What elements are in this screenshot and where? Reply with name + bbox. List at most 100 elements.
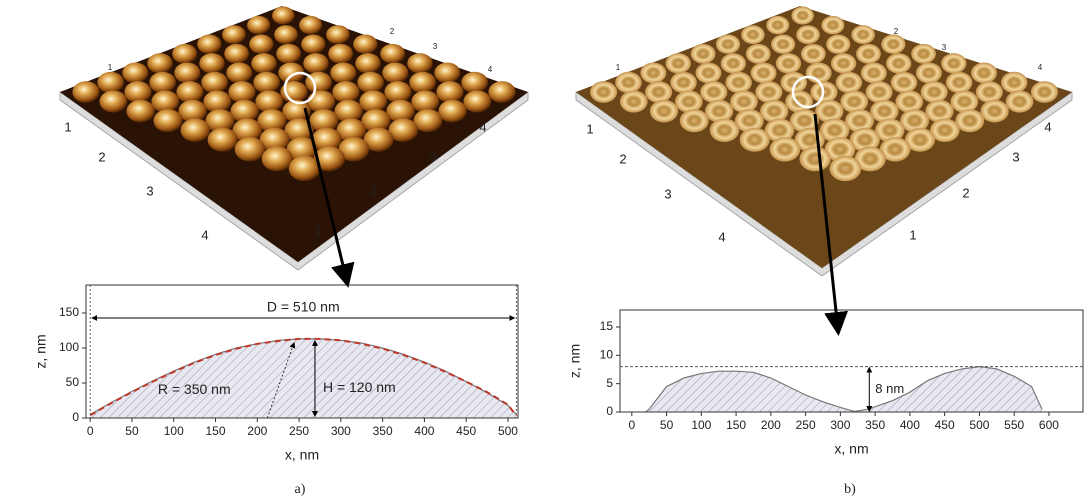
dome xyxy=(382,62,408,83)
dome xyxy=(332,81,359,103)
dome xyxy=(776,53,801,73)
x-tick-label: 200 xyxy=(247,424,267,438)
surface-axis-label: 3 xyxy=(146,183,153,198)
dome xyxy=(122,62,148,83)
dome xyxy=(981,100,1009,123)
x-tick-label: 300 xyxy=(830,418,850,432)
surface-axis-label: 1 xyxy=(909,227,916,242)
x-tick-label: 550 xyxy=(1004,418,1024,432)
dome xyxy=(409,72,436,93)
dome xyxy=(710,118,740,142)
surface-axis-label: 1 xyxy=(616,63,621,72)
annotation: D = 510 nm xyxy=(267,299,340,315)
y-axis-label: z, nm xyxy=(33,334,49,368)
dome xyxy=(755,81,782,103)
dome xyxy=(881,35,905,54)
dome xyxy=(249,35,273,54)
x-tick-label: 350 xyxy=(373,424,393,438)
dome xyxy=(224,44,249,64)
dome xyxy=(955,109,984,132)
dome xyxy=(149,72,176,93)
x-tick-label: 500 xyxy=(498,424,518,438)
x-tick-label: 450 xyxy=(456,424,476,438)
dome xyxy=(72,81,99,103)
dome xyxy=(801,44,826,64)
dome xyxy=(247,16,270,34)
surface-axis-label: 3 xyxy=(942,43,947,52)
dome xyxy=(916,62,942,83)
surface-axis-label: 4 xyxy=(479,119,486,134)
dome xyxy=(384,81,411,103)
surface-axis-label: 2 xyxy=(370,183,377,198)
dome xyxy=(380,44,405,64)
dome xyxy=(721,53,746,73)
dome xyxy=(124,81,151,103)
x-tick-label: 150 xyxy=(726,418,746,432)
x-tick-label: 50 xyxy=(660,418,674,432)
dome xyxy=(751,62,777,83)
dome xyxy=(921,81,948,103)
dome xyxy=(740,128,770,152)
y-tick-label: 10 xyxy=(600,348,614,362)
x-tick-label: 500 xyxy=(969,418,989,432)
dome xyxy=(976,81,1003,103)
y-tick-label: 0 xyxy=(72,410,79,424)
dome xyxy=(771,35,795,54)
dome xyxy=(971,62,997,83)
dome xyxy=(946,72,973,93)
dome xyxy=(695,62,721,83)
dome xyxy=(147,53,172,73)
surface-axis-label: 2 xyxy=(894,27,899,36)
surface-axis-label: 1 xyxy=(314,223,321,238)
dome xyxy=(650,100,678,123)
x-tick-label: 50 xyxy=(125,424,139,438)
dome xyxy=(640,62,666,83)
dome xyxy=(355,53,380,73)
dome xyxy=(675,90,703,112)
dome xyxy=(799,146,830,171)
dome xyxy=(680,109,709,132)
dome xyxy=(276,44,301,64)
panel-label: b) xyxy=(844,482,856,497)
y-tick-label: 50 xyxy=(66,375,80,389)
dome xyxy=(911,44,936,64)
dome xyxy=(791,7,814,25)
dome xyxy=(645,81,672,103)
dome xyxy=(463,90,491,112)
x-axis-label: x, nm xyxy=(834,441,868,457)
dome xyxy=(253,72,280,93)
dome xyxy=(856,44,881,64)
y-tick-label: 150 xyxy=(59,305,79,319)
dome xyxy=(353,35,377,54)
dome xyxy=(1001,72,1028,93)
dome xyxy=(670,72,697,93)
dome xyxy=(666,53,691,73)
x-tick-label: 350 xyxy=(865,418,885,432)
dome xyxy=(461,72,488,93)
dome xyxy=(301,35,325,54)
dome xyxy=(226,62,252,83)
dome xyxy=(821,16,844,34)
surface-axis-label: 4 xyxy=(488,65,493,74)
dome xyxy=(895,90,923,112)
dome xyxy=(434,62,460,83)
dome xyxy=(730,90,758,112)
profile-area xyxy=(90,339,516,418)
x-tick-label: 0 xyxy=(628,418,635,432)
dome xyxy=(303,53,328,73)
dome xyxy=(251,53,276,73)
dome xyxy=(181,118,211,142)
dome xyxy=(127,100,155,123)
y-axis-label: z, nm xyxy=(567,344,583,378)
y-tick-label: 100 xyxy=(59,340,79,354)
annotation: 8 nm xyxy=(875,381,904,396)
dome xyxy=(201,72,228,93)
x-tick-label: 100 xyxy=(164,424,184,438)
dome xyxy=(172,44,197,64)
dome xyxy=(826,35,850,54)
dome xyxy=(199,53,224,73)
dome xyxy=(851,25,875,44)
surface-axis-label: 4 xyxy=(1038,63,1043,72)
x-tick-label: 100 xyxy=(691,418,711,432)
dome xyxy=(328,44,353,64)
